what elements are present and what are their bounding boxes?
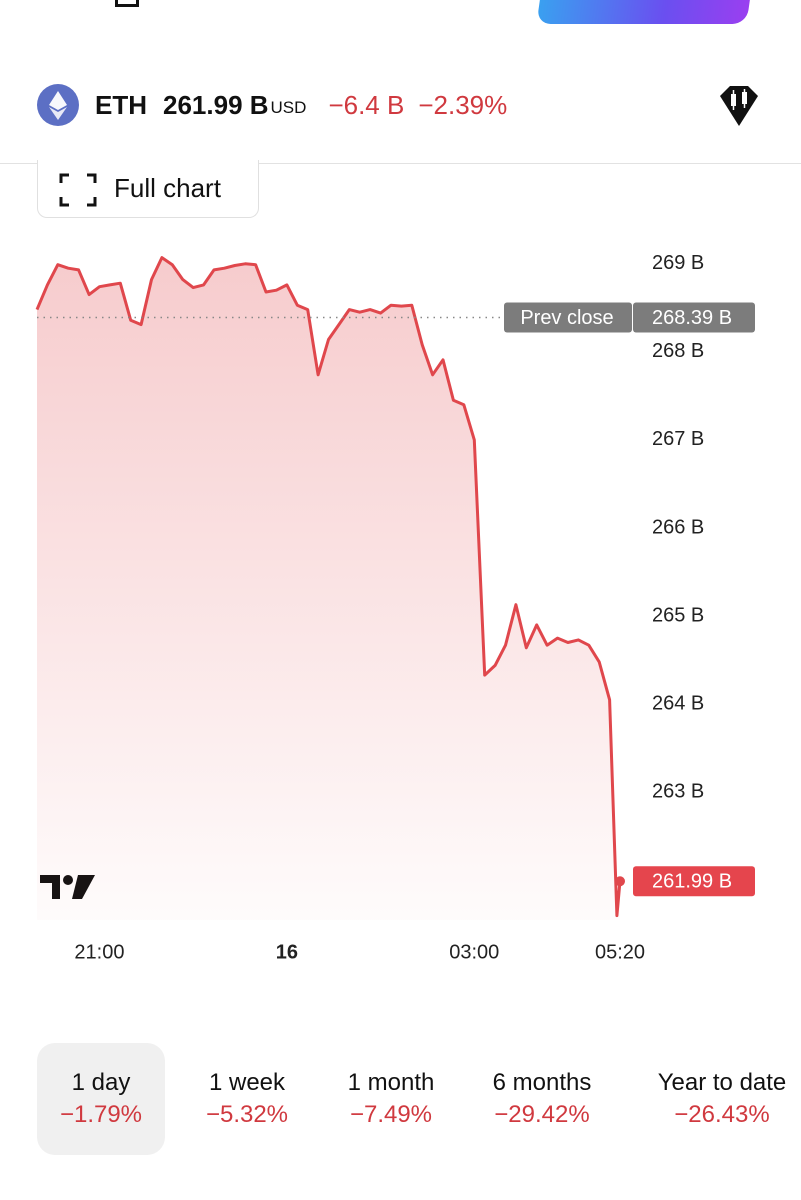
y-tick-label: 265 B xyxy=(652,604,704,626)
period-label: 1 day xyxy=(71,1069,131,1096)
eth-glyph xyxy=(49,91,67,120)
prev-close-label: Prev close xyxy=(520,307,613,329)
x-tick-label: 16 xyxy=(276,941,298,963)
period-change: −5.32% xyxy=(205,1101,289,1128)
period-change: −26.43% xyxy=(674,1101,770,1128)
y-tick-label: 264 B xyxy=(652,692,704,714)
y-tick-label: 266 B xyxy=(652,516,704,538)
chart: 269 B 268 B 267 B 266 B 265 B 264 B 263 B 21:00… xyxy=(35,252,755,963)
period-label: 1 month xyxy=(347,1069,435,1096)
period-tab[interactable]: Year to date −26.43% xyxy=(627,1043,801,1155)
chart-type-icon[interactable] xyxy=(716,84,762,128)
header: ETH 261.99 B USD −6.4 B −2.39% xyxy=(37,82,521,128)
last-value-box xyxy=(633,866,755,897)
x-tick-label: 05:20 xyxy=(595,941,645,963)
change-pct: −2.39% xyxy=(418,89,508,120)
prev-close-box xyxy=(504,302,632,333)
symbol: ETH xyxy=(95,89,147,120)
period-tabs: 1 day −1.79% 1 week −5.32% 1 month −7.49% 6 mo… xyxy=(37,1043,801,1156)
period-label: 6 months xyxy=(492,1069,592,1096)
prev-close-value-box xyxy=(633,302,755,333)
coin-icon xyxy=(37,84,79,126)
period-change: −29.42% xyxy=(494,1101,590,1128)
prev-close-value: 268.39 B xyxy=(652,307,732,329)
area xyxy=(37,257,620,921)
period-change: −1.79% xyxy=(59,1101,143,1128)
currency: USD xyxy=(270,98,307,117)
period-label: 1 week xyxy=(208,1069,286,1096)
period-label: Year to date xyxy=(657,1069,787,1096)
last-point xyxy=(615,876,625,887)
period-tab[interactable]: 1 week −5.32% xyxy=(177,1043,317,1155)
divider xyxy=(0,163,801,164)
y-tick-label: 269 B xyxy=(652,252,704,274)
period-change: −7.49% xyxy=(349,1101,433,1128)
x-tick-label: 03:00 xyxy=(449,941,499,963)
price-line xyxy=(35,256,622,918)
change: −6.4 B xyxy=(328,89,405,120)
y-tick-label: 267 B xyxy=(652,428,704,450)
x-tick-label: 21:00 xyxy=(74,941,124,963)
y-tick-label: 263 B xyxy=(652,781,704,803)
last-value-label: 261.99 B xyxy=(652,871,732,893)
y-tick-label: 268 B xyxy=(652,340,704,362)
expand-icon xyxy=(59,173,97,207)
price: 261.99 B xyxy=(163,89,269,120)
period-tab[interactable]: 1 month −7.49% xyxy=(321,1043,461,1155)
period-tab[interactable]: 1 day −1.79% xyxy=(37,1043,165,1155)
full-chart-label: Full chart xyxy=(114,173,221,203)
period-tab[interactable]: 6 months −29.42% xyxy=(467,1043,617,1155)
top-icon xyxy=(115,0,139,7)
full-chart-button[interactable]: Full chart xyxy=(37,160,259,218)
